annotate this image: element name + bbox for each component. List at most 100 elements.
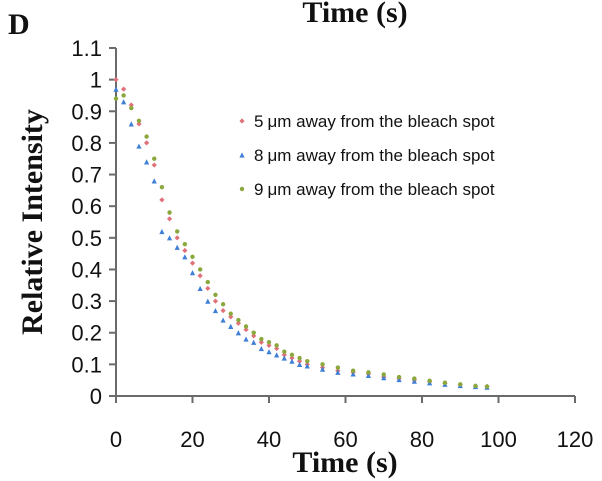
series-3-point (167, 210, 172, 215)
series-3-point (136, 118, 142, 123)
legend-label-3: 9 μm away from the bleach spot (254, 180, 495, 199)
series-1-point (166, 216, 173, 222)
series-2-point (281, 355, 287, 361)
x-tick-group: 0 20 40 60 80 100 120 (110, 396, 593, 452)
series-2-point (189, 270, 196, 276)
legend-suffix: μm away from the bleach spot (267, 180, 494, 199)
series-2-point (304, 363, 310, 369)
series-1-point (258, 339, 264, 345)
series-1-point (144, 140, 150, 146)
series-3-point (144, 134, 149, 139)
legend-prefix: 9 (254, 180, 263, 199)
series-3-point (484, 384, 490, 389)
series-2-point (335, 369, 341, 375)
series-3-point (220, 302, 226, 307)
series-2-point (411, 378, 417, 384)
series-3-point (197, 267, 203, 272)
x-tick-label: 80 (410, 427, 434, 452)
series-2-point (381, 375, 387, 381)
series-3-point (129, 105, 134, 111)
y-tick-group: 0 0.1 0.2 0.3 0.4 0.5 0.6 0.7 0.8 0.9 1 1.1 (71, 36, 116, 409)
legend-suffix: μm away from the bleach spot (267, 112, 494, 131)
axes (115, 48, 575, 397)
series-2-point (166, 235, 173, 241)
series-1-point (197, 273, 203, 279)
series-3-point (427, 378, 432, 384)
series-1-point (121, 86, 127, 92)
x-tick-label: 100 (480, 427, 517, 452)
series-1-point (189, 260, 196, 266)
series-1-point (212, 298, 219, 304)
series-3-point (297, 355, 302, 361)
series-3-point (175, 229, 180, 234)
series-2-point (365, 372, 372, 379)
series-3-point (442, 380, 448, 385)
legend-marker-3 (239, 186, 245, 192)
x-tick-label: 0 (110, 427, 122, 452)
legend-label-1: 5 μm away from the bleach spot (254, 112, 495, 131)
series-3-point (282, 349, 287, 354)
series-1-point (128, 102, 134, 108)
x-tick-label: 120 (557, 427, 594, 452)
data-points (113, 77, 490, 390)
series-2-point (235, 330, 241, 336)
y-tick-label: 0.7 (71, 163, 102, 188)
series-2-point (144, 159, 150, 165)
legend-prefix: 8 (254, 146, 263, 165)
series-2-point (205, 298, 211, 304)
series-2-point (212, 307, 219, 314)
x-tick-label: 20 (180, 427, 204, 452)
top-title: Time (s) (302, 0, 407, 29)
series-3-point (305, 359, 310, 364)
series-3-point (121, 93, 126, 98)
series-2-point (243, 336, 249, 342)
series-3-point (228, 311, 233, 316)
series-1-point (151, 162, 157, 168)
series-1-point (228, 314, 234, 320)
series-1-point (243, 326, 249, 333)
series-1-point (274, 345, 280, 352)
y-tick-label: 0.1 (71, 352, 102, 377)
series-1-point (289, 355, 295, 361)
series-2-point (266, 349, 272, 355)
series-1-point (297, 358, 303, 364)
series-3-point (213, 292, 218, 297)
series-3-point (190, 254, 195, 259)
series-3-point (396, 374, 402, 380)
legend-prefix: 5 (254, 112, 263, 131)
series-2-point (151, 178, 157, 184)
y-tick-label: 1 (90, 68, 102, 93)
legend-suffix: μm away from the bleach spot (267, 146, 494, 165)
series-3-point (381, 372, 386, 377)
x-tick-label: 60 (333, 427, 357, 452)
series-1-point (251, 333, 257, 339)
series-2-point (228, 323, 234, 329)
series-2-point (113, 86, 119, 92)
legend-marker-1 (239, 118, 245, 124)
series-2-point (251, 339, 257, 345)
series-3-point (473, 383, 478, 389)
series-1-point (174, 235, 180, 241)
series-1-point (182, 247, 188, 254)
series-3-point (320, 362, 325, 367)
series-2-point (297, 361, 303, 367)
x-tick-label: 40 (257, 427, 281, 452)
series-2-point (128, 121, 134, 127)
series-1-point (220, 307, 226, 314)
legend-label-2: 8 μm away from the bleach spot (254, 146, 495, 165)
series-2-point (350, 371, 356, 377)
y-tick-label: 0.3 (71, 289, 102, 314)
series-3-point (335, 365, 341, 370)
series-2-point (258, 345, 264, 352)
series-2-point (396, 376, 402, 383)
x-axis-title: Time (s) (292, 446, 397, 479)
y-tick-label: 0.2 (71, 321, 102, 346)
series-2-point (319, 366, 326, 372)
y-tick-label: 0.5 (71, 226, 102, 251)
series-3-point (236, 317, 241, 323)
y-axis-title: Relative Intensity (16, 109, 49, 335)
series-3-point (113, 96, 119, 101)
series-2-point (174, 244, 180, 250)
